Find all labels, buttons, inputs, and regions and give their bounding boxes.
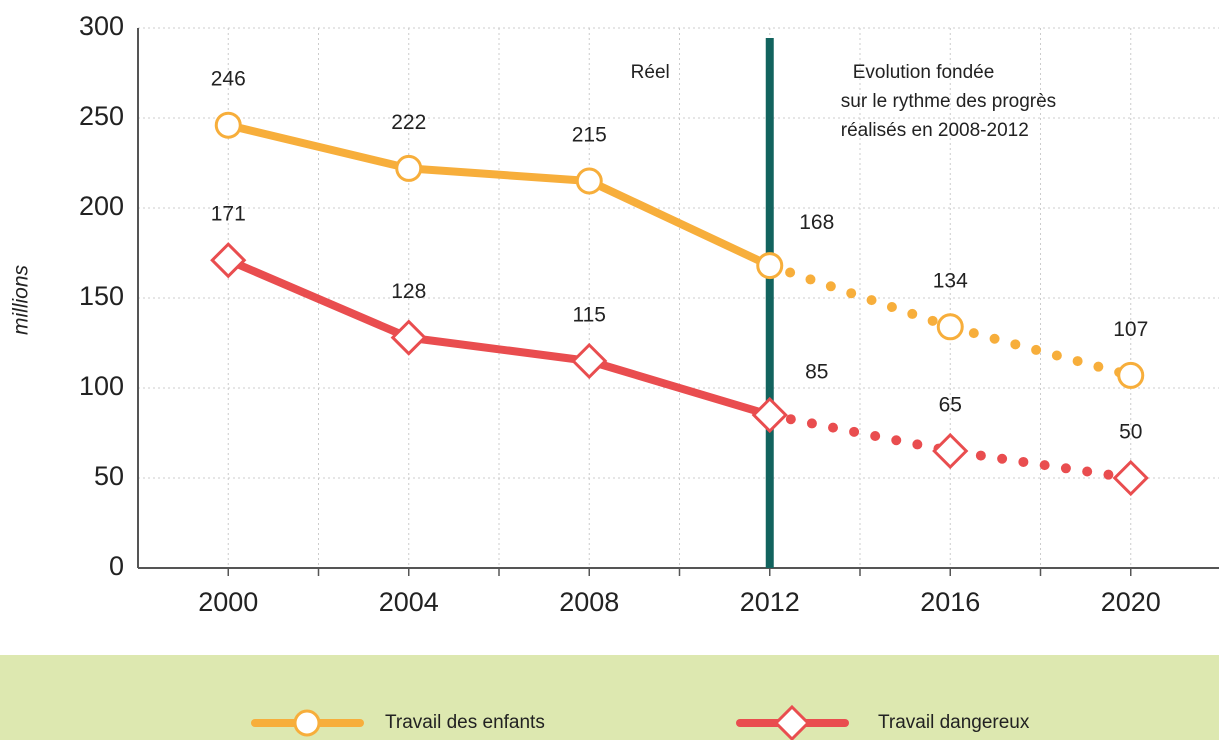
x-tick-label: 2012 xyxy=(740,587,800,617)
legend-band xyxy=(0,655,1219,740)
data-label: 215 xyxy=(572,124,607,147)
y-tick-label: 0 xyxy=(109,551,124,581)
data-label: 168 xyxy=(799,211,834,234)
y-tick-label: 100 xyxy=(79,371,124,401)
marker xyxy=(575,167,603,195)
data-label: 171 xyxy=(211,203,246,226)
y-tick-label: 50 xyxy=(94,461,124,491)
data-label: 222 xyxy=(391,111,426,134)
data-label: 246 xyxy=(211,68,246,91)
marker xyxy=(214,111,242,139)
marker xyxy=(773,704,811,740)
legend-label: Travail dangereux xyxy=(878,712,1030,733)
marker xyxy=(1117,361,1145,389)
line-actual xyxy=(224,256,774,419)
line-projection xyxy=(764,410,1136,483)
data-label: 50 xyxy=(1119,421,1142,444)
data-label: 115 xyxy=(573,304,606,327)
y-tick-label: 150 xyxy=(79,281,124,311)
data-label: 85 xyxy=(805,361,828,384)
marker xyxy=(390,319,427,356)
annotation: réalisés en 2008-2012 xyxy=(841,120,1029,141)
marker xyxy=(936,313,964,341)
y-tick-label: 200 xyxy=(79,191,124,221)
marker xyxy=(751,396,788,434)
x-tick-label: 2004 xyxy=(379,587,439,617)
marker xyxy=(932,432,969,470)
marker xyxy=(756,252,784,280)
x-tick-label: 2008 xyxy=(559,587,619,617)
data-label: 65 xyxy=(939,394,962,417)
annotation: Réel xyxy=(631,62,670,83)
marker xyxy=(293,709,321,737)
marker xyxy=(571,342,608,380)
annotation: Evolution fondée xyxy=(853,62,995,83)
x-tick-label: 2000 xyxy=(198,587,258,617)
marker xyxy=(210,242,247,279)
data-label: 134 xyxy=(933,269,968,292)
x-tick-label: 2020 xyxy=(1101,587,1161,617)
data-label: 107 xyxy=(1113,318,1148,341)
x-tick-label: 2016 xyxy=(920,587,980,617)
y-tick-label: 300 xyxy=(79,11,124,41)
marker xyxy=(395,154,423,182)
y-tick-label: 250 xyxy=(79,101,124,131)
annotation: sur le rythme des progrès xyxy=(841,91,1056,112)
legend-label: Travail des enfants xyxy=(385,712,545,733)
y-axis-label: millions xyxy=(10,264,33,335)
line-actual xyxy=(224,121,774,270)
data-label: 128 xyxy=(391,280,426,303)
marker xyxy=(1112,459,1149,497)
